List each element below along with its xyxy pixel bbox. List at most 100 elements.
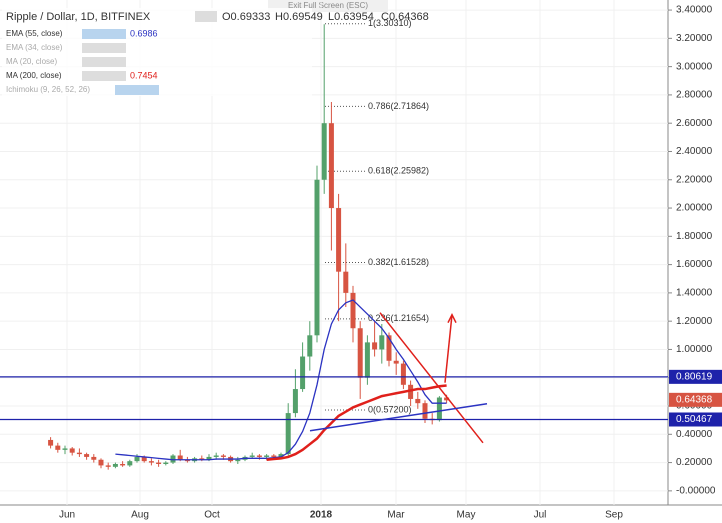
trendline [309, 403, 488, 432]
indicator-value: 0.6986 [130, 28, 158, 38]
candle-body [112, 463, 118, 467]
candle-body [328, 123, 334, 209]
candle-body [184, 459, 190, 462]
candle-body [256, 455, 262, 457]
candle-body [98, 459, 104, 466]
exit-fullscreen[interactable]: Exit Full Screen (ESC) [288, 1, 368, 10]
indicator-name: Ichimoku (9, 26, 52, 26) [6, 85, 90, 94]
x-tick-label: Sep [605, 510, 623, 521]
candle-body [177, 455, 183, 460]
indicator-name: MA (200, close) [6, 71, 62, 80]
y-tick-label: 1.20000 [676, 316, 713, 327]
indicator-buttons [82, 29, 126, 39]
indicator-buttons [82, 43, 126, 53]
candle-body [120, 463, 126, 466]
candle-body [69, 448, 75, 453]
candle-body [379, 335, 385, 350]
y-tick-label: 1.40000 [676, 288, 713, 299]
y-tick-label: 2.40000 [676, 146, 713, 157]
candle-body [321, 123, 327, 180]
candle-body [127, 461, 133, 466]
y-tick-label: 2.00000 [676, 203, 713, 214]
fib-label: 1(3.30310) [368, 18, 412, 28]
y-tick-label: 2.20000 [676, 174, 713, 185]
y-tick-label: 3.40000 [676, 5, 713, 16]
indicator-name: MA (20, close) [6, 57, 57, 66]
trendline [444, 314, 453, 383]
candle-body [141, 456, 147, 462]
indicator-value: 0.7454 [130, 70, 158, 80]
y-tick-label: 1.60000 [676, 259, 713, 270]
candle-body [307, 335, 313, 357]
arrow-head [447, 312, 457, 323]
fib-label: 0.236(1.21654) [368, 313, 429, 323]
candle-body [170, 455, 176, 463]
candle-body [386, 335, 392, 361]
last-price-label: 0.64368 [676, 394, 713, 405]
price-label-bg [669, 369, 722, 384]
x-tick-label: May [457, 510, 476, 521]
y-tick-label: 2.80000 [676, 90, 713, 101]
candle-body [156, 462, 162, 464]
candle-body [264, 455, 270, 457]
fib-label: 0.382(1.61528) [368, 257, 429, 267]
x-tick-label: Jul [534, 510, 547, 521]
candle-body [372, 342, 378, 350]
candle-body [285, 413, 291, 455]
candle-body [163, 462, 169, 464]
y-tick-label: 3.20000 [676, 33, 713, 44]
candle-body [48, 439, 54, 446]
candle-body [408, 384, 414, 399]
x-tick-label: Jun [59, 510, 75, 521]
candle-body [62, 448, 68, 450]
candle-body [422, 403, 428, 419]
y-tick-label: 3.00000 [676, 61, 713, 72]
candle-body [249, 455, 255, 457]
y-tick-label: 2.60000 [676, 118, 713, 129]
candle-body [350, 292, 356, 329]
ohlc-value: L0.63954 [328, 11, 374, 23]
candle-body [400, 363, 406, 385]
candle-body [105, 465, 111, 467]
last-price-bg [669, 392, 722, 407]
symbol-title: Ripple / Dollar, 1D, BITFINEX [6, 11, 151, 23]
candle-body [278, 454, 284, 457]
candle-body [393, 360, 399, 364]
candle-body [415, 398, 421, 404]
candle-body [220, 455, 226, 457]
x-tick-label: Aug [131, 510, 149, 521]
y-tick-label: 0.40000 [676, 429, 713, 440]
price-label: 0.80619 [676, 371, 713, 382]
candle-body [314, 179, 320, 336]
indicator-buttons [82, 57, 126, 67]
candle-body [55, 445, 61, 450]
trendline [379, 312, 484, 444]
plot: 1(3.30310) 0.786(2.71864) 0.618(2.25982) 0.… [0, 0, 668, 505]
candle-body [357, 328, 363, 378]
legend-buttons [195, 11, 217, 22]
indicator-buttons [115, 85, 159, 95]
x-tick-label: Mar [387, 510, 405, 521]
ohlc-value: C0.64368 [381, 11, 429, 23]
candle-body [213, 455, 219, 457]
candle-body [364, 342, 370, 378]
candle-body [84, 454, 90, 457]
indicator-name: EMA (55, close) [6, 29, 63, 38]
candle-body [235, 459, 241, 462]
x-tick-label: 2018 [310, 510, 333, 521]
candle-body [199, 458, 205, 460]
fib-label: 0.618(2.25982) [368, 166, 429, 176]
ohlc-value: H0.69549 [275, 11, 323, 23]
legend-bg [2, 8, 312, 96]
legend: Ripple / Dollar, 1D, BITFINEX O0.69333 H0.… [2, 8, 429, 96]
candle-body [436, 397, 442, 421]
price-label: 0.50467 [676, 414, 713, 425]
indicator-buttons [82, 71, 126, 81]
candle-body [300, 356, 306, 390]
candle-body [91, 456, 97, 460]
candle-body [148, 461, 154, 463]
x-tick-label: Oct [204, 510, 220, 521]
candle-body [134, 456, 140, 462]
y-tick-label: 1.80000 [676, 231, 713, 242]
